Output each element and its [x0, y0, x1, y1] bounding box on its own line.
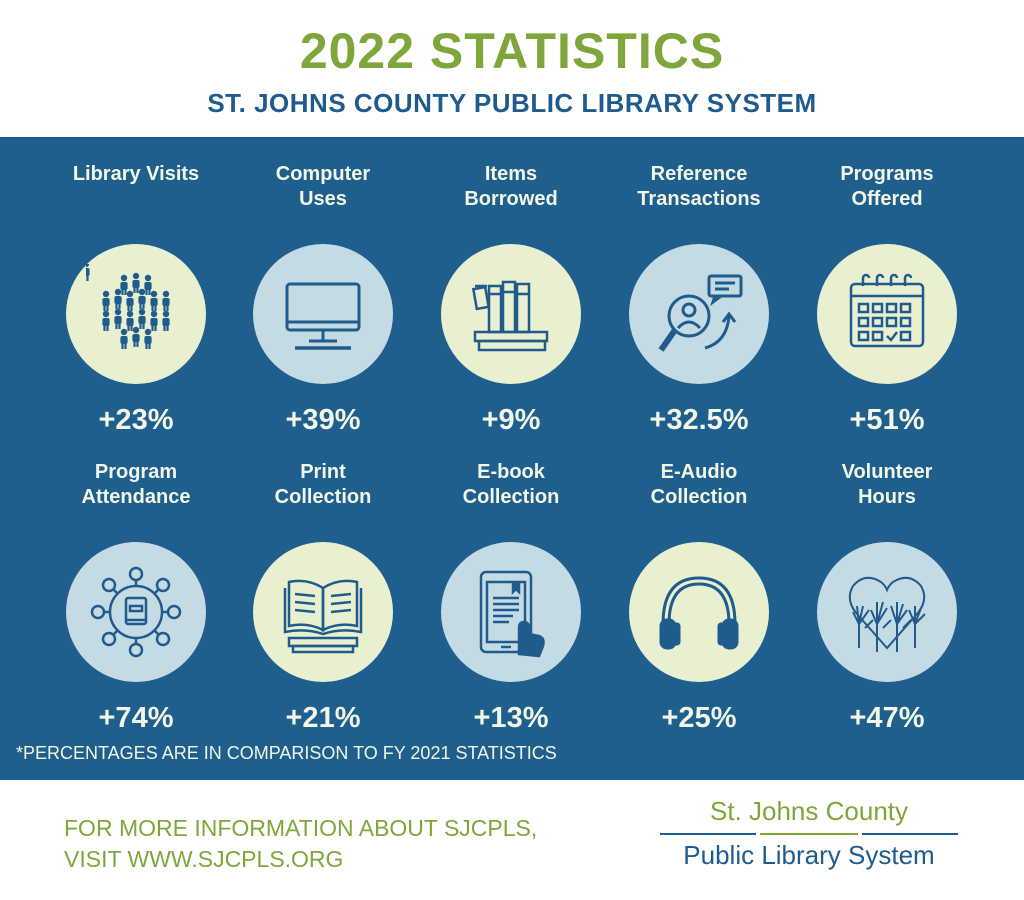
page-subtitle: ST. JOHNS COUNTY PUBLIC LIBRARY SYSTEM [207, 88, 817, 118]
stat-label: E-book Collection [462, 461, 560, 508]
stat-value: +21% [285, 702, 361, 734]
stat-label: Reference Transactions [637, 163, 761, 210]
stats-panel: Library Visits [0, 137, 1024, 780]
headphones-icon [629, 542, 769, 682]
stat-label: Volunteer Hours [841, 461, 933, 508]
stat-value: +39% [285, 404, 361, 436]
stat-value: +25% [661, 702, 737, 734]
library-logo: St. Johns County Public Library System [660, 796, 958, 876]
logo-rule-middle [760, 833, 858, 835]
stat-value: +47% [849, 702, 925, 734]
more-info: FOR MORE INFORMATION ABOUT SJCPLS, VISIT… [64, 813, 537, 875]
people-crowd-icon [66, 244, 206, 384]
magnifier-person-icon [629, 244, 769, 384]
computer-monitor-icon [253, 244, 393, 384]
network-book-icon [66, 542, 206, 682]
logo-line2: Public Library System [683, 840, 935, 870]
stat-label: Programs Offered [840, 163, 934, 210]
stat-label: Computer Uses [275, 163, 371, 210]
stat-value: +23% [98, 404, 174, 436]
stat-label: Items Borrowed [464, 163, 558, 210]
open-book-icon [253, 542, 393, 682]
logo-rule-left [660, 833, 756, 835]
logo-line1: St. Johns County [710, 796, 908, 826]
stat-value: +9% [481, 404, 541, 436]
tablet-icon [441, 542, 581, 682]
books-icon [441, 244, 581, 384]
calendar-icon [817, 244, 957, 384]
more-info-link[interactable]: VISIT WWW.SJCPLS.ORG [64, 846, 344, 872]
stat-label: Print Collection [274, 461, 372, 508]
stat-value: +32.5% [649, 404, 749, 436]
footnote: *PERCENTAGES ARE IN COMPARISON TO FY 202… [16, 743, 557, 763]
stat-label: Library Visits [72, 163, 200, 185]
stat-label: E-Audio Collection [650, 461, 748, 508]
stat-value: +13% [473, 702, 549, 734]
more-info-line1: FOR MORE INFORMATION ABOUT SJCPLS, [64, 815, 538, 841]
stat-label: Program Attendance [81, 461, 191, 508]
stat-value: +74% [98, 702, 174, 734]
raised-hands-heart-icon [817, 542, 957, 682]
page-title: 2022 STATISTICS [299, 23, 725, 79]
logo-rule-right [862, 833, 958, 835]
stat-value: +51% [849, 404, 925, 436]
